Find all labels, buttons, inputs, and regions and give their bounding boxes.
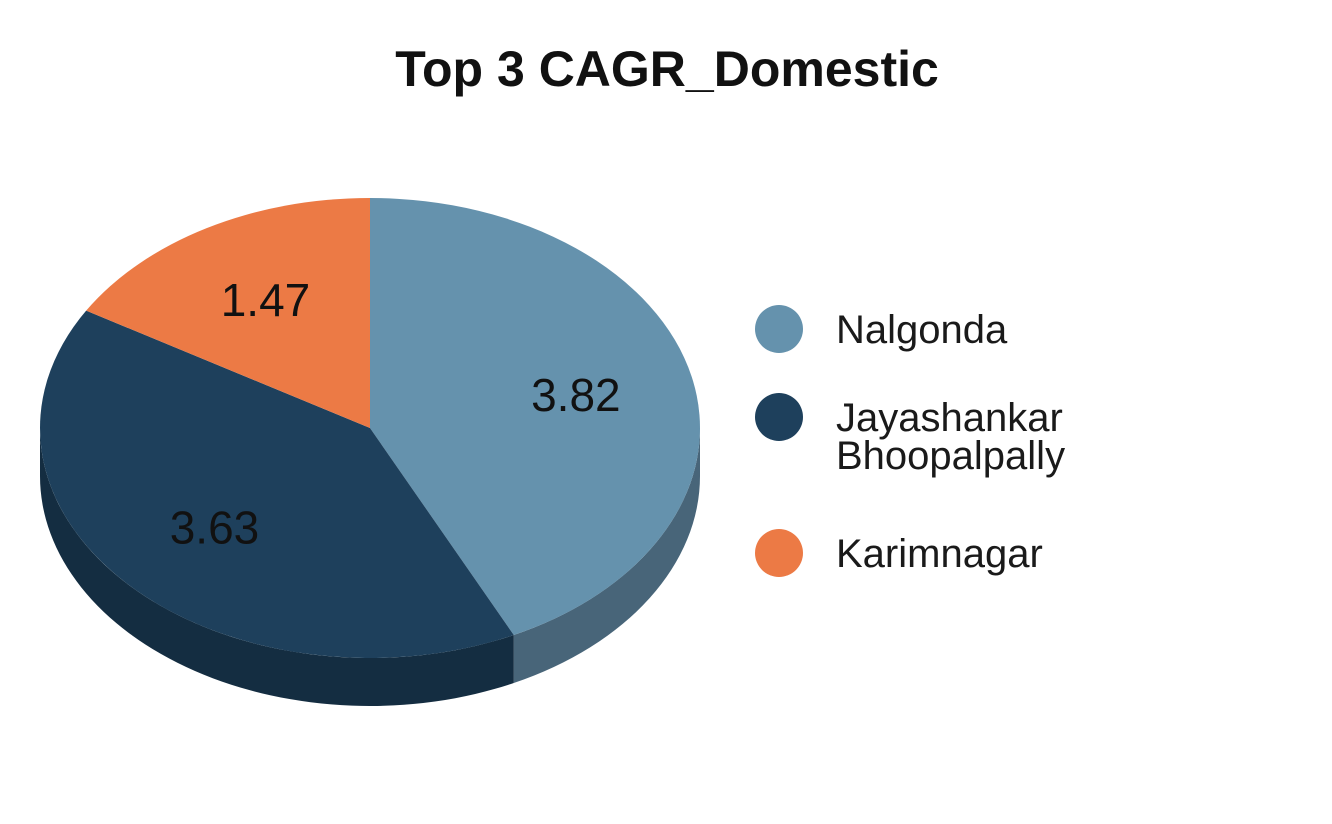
legend-swatch	[755, 393, 803, 441]
legend-label: Karimnagar	[836, 532, 1043, 576]
pie-side-nalgonda	[513, 428, 700, 684]
legend-label: Bhoopalpally	[836, 434, 1065, 478]
legend-label: Nalgonda	[836, 308, 1008, 352]
pie-slices	[39, 198, 701, 658]
chart-title: Top 3 CAGR_Domestic	[395, 41, 939, 97]
data-label-nalgonda: 3.82	[531, 369, 621, 421]
pie-side-wall	[40, 428, 700, 707]
legend-swatch	[755, 529, 803, 577]
legend-label: Jayashankar	[836, 396, 1063, 440]
pie-slice-nalgonda	[370, 198, 701, 636]
data-label-karimnagar: 1.47	[221, 274, 311, 326]
data-label-jayashankar-bhoopalpally: 3.63	[170, 502, 260, 554]
legend-item-karimnagar: Karimnagar	[755, 529, 1043, 577]
legend-swatch	[755, 305, 803, 353]
pie-side-jayashankar-bhoopalpally	[40, 428, 514, 707]
legend-item-nalgonda: Nalgonda	[755, 305, 1008, 353]
data-labels: 3.82 3.63 1.47	[170, 274, 621, 554]
pie-slice-karimnagar	[86, 198, 371, 428]
pie-slice-jayashankar-bhoopalpally	[39, 310, 514, 658]
